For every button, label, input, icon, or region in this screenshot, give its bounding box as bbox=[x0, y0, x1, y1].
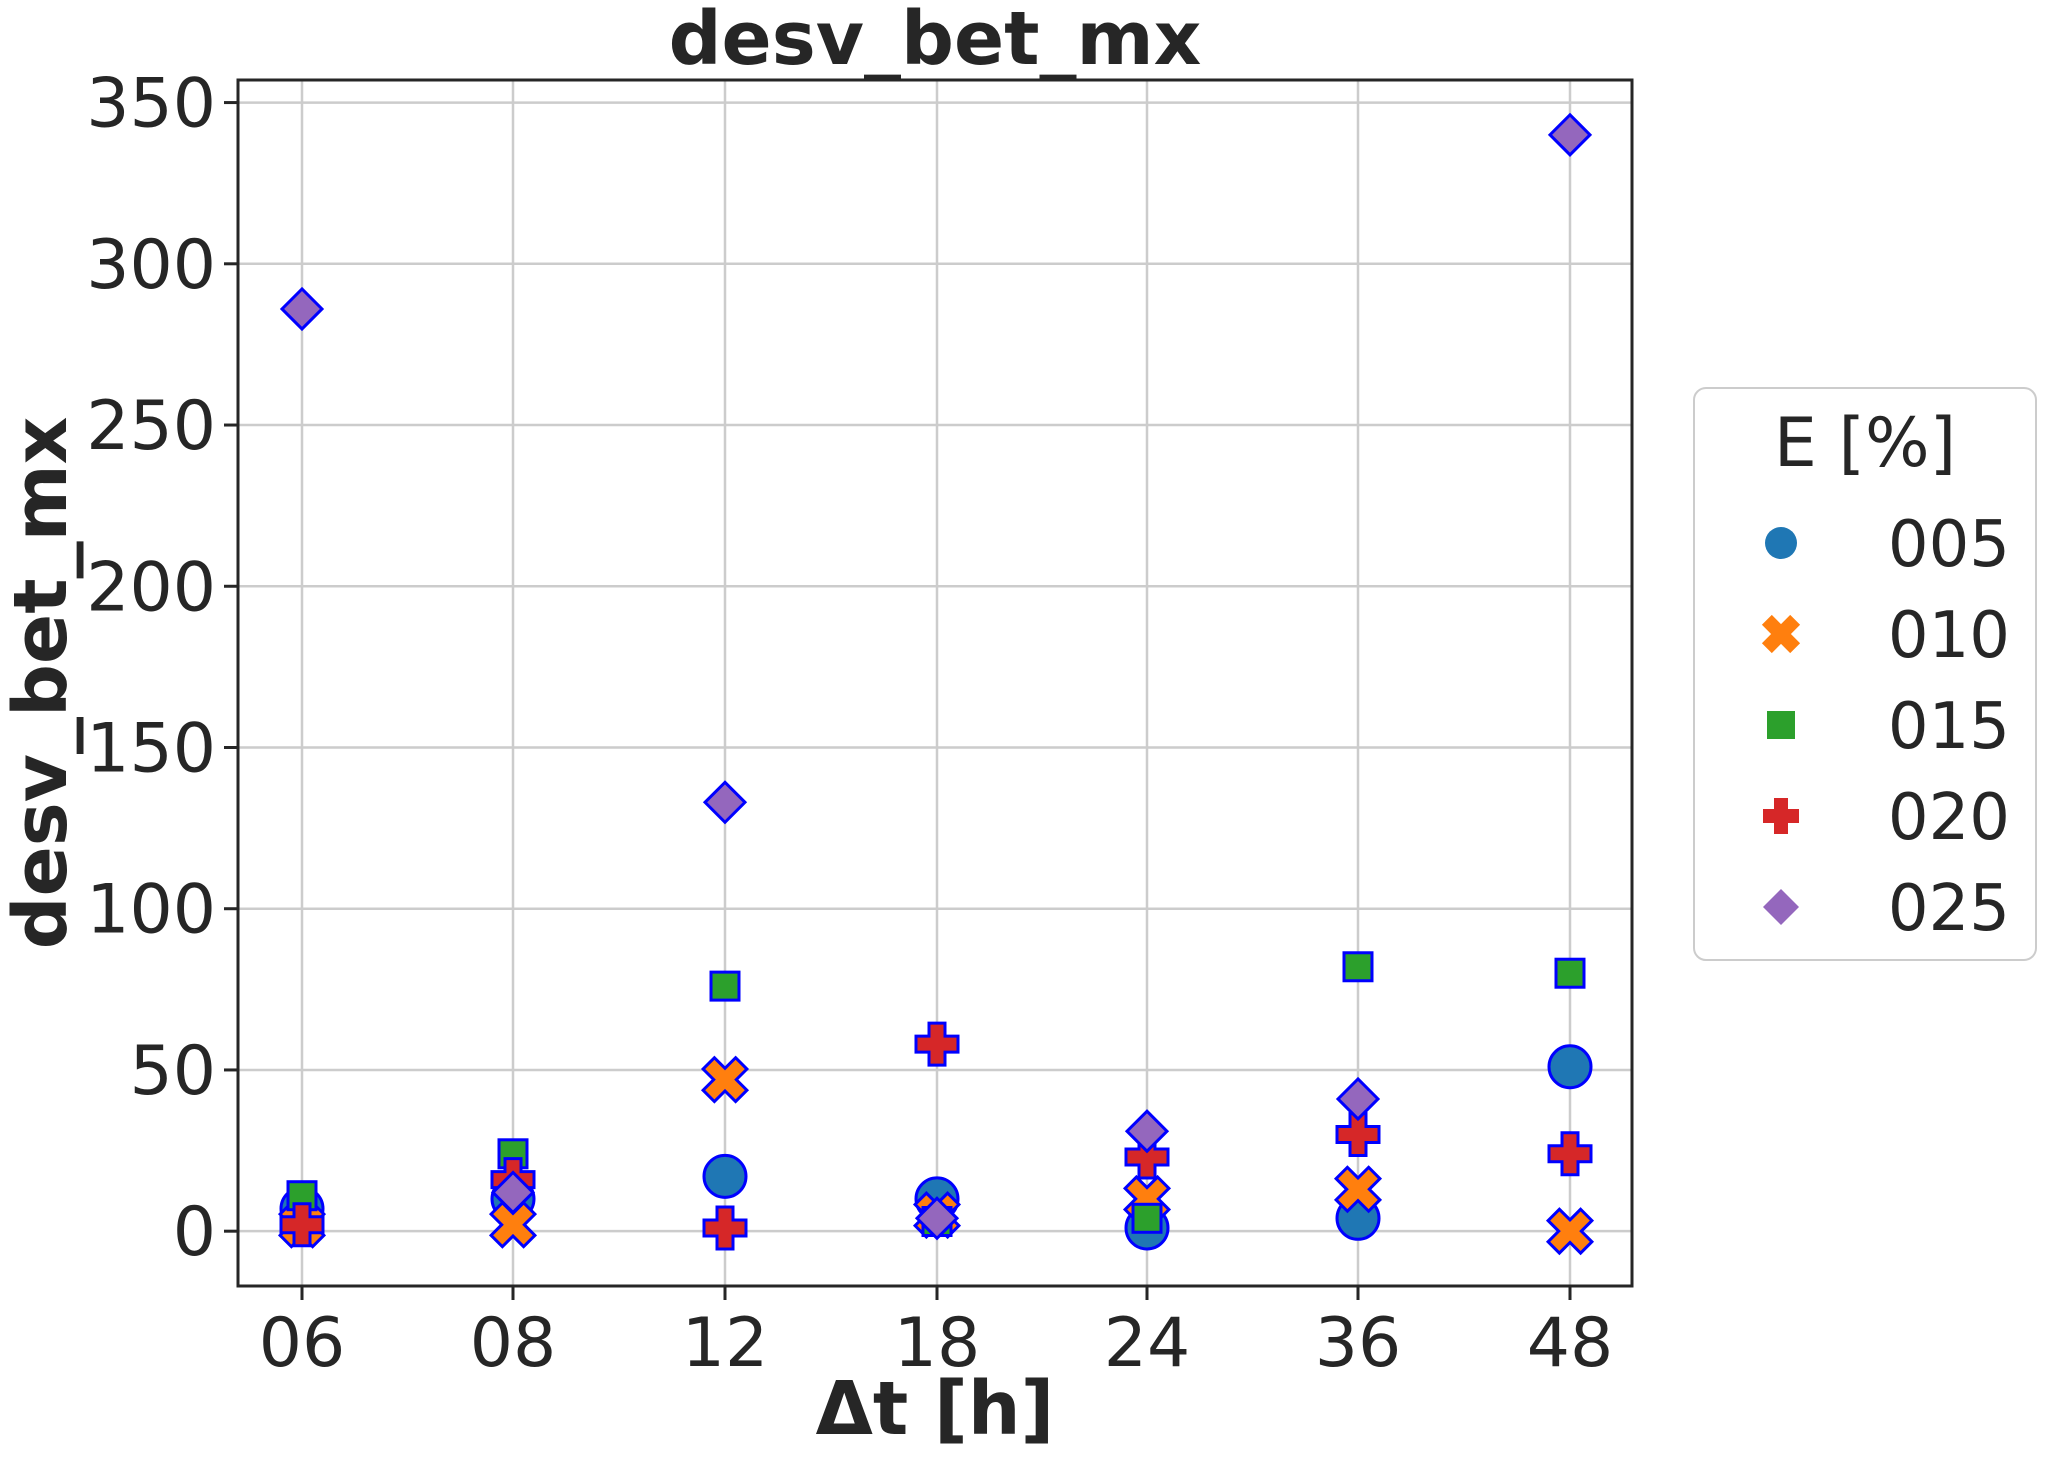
y-tick-label: 300 bbox=[86, 226, 216, 305]
legend-items: 005 010 015 020 025 bbox=[1761, 508, 2010, 946]
axis-ticks: 06 08 12 18 24 36 48 0 50 100 150 200 250 300 350 bbox=[86, 65, 1613, 1383]
y-axis-title: desv_bet_mx bbox=[0, 417, 84, 950]
point-020-48 bbox=[1547, 1131, 1593, 1177]
legend-item-010: 010 bbox=[1761, 599, 2010, 673]
legend-marker-005 bbox=[1765, 527, 1797, 559]
y-tick-label: 250 bbox=[86, 387, 216, 466]
point-020-12 bbox=[702, 1205, 748, 1251]
point-020-18 bbox=[914, 1021, 960, 1067]
legend-label-015: 015 bbox=[1888, 690, 2010, 764]
legend-label-020: 020 bbox=[1888, 781, 2010, 855]
point-020-06 bbox=[279, 1202, 325, 1248]
point-025-48 bbox=[1547, 112, 1593, 157]
x-tick-label: 24 bbox=[1104, 1304, 1191, 1383]
legend: E [%] 005 010 015 020 025 bbox=[1693, 387, 2037, 961]
x-tick-label: 08 bbox=[470, 1304, 557, 1383]
point-005-12 bbox=[702, 1153, 748, 1199]
point-025-24 bbox=[1124, 1109, 1170, 1154]
plot-frame bbox=[236, 78, 1634, 1288]
point-015-48 bbox=[1554, 957, 1586, 989]
data-points bbox=[277, 112, 1595, 1256]
point-025-08 bbox=[490, 1170, 536, 1215]
legend-item-005: 005 bbox=[1765, 508, 2010, 582]
series-025 bbox=[279, 112, 1593, 1241]
legend-marker-010 bbox=[1761, 614, 1801, 654]
point-025-12 bbox=[702, 780, 748, 825]
point-025-06 bbox=[279, 286, 325, 332]
legend-item-025: 025 bbox=[1763, 872, 2010, 946]
x-tick-label: 06 bbox=[259, 1304, 346, 1383]
point-010-36 bbox=[1333, 1165, 1383, 1214]
legend-item-015: 015 bbox=[1767, 690, 2010, 764]
point-005-48 bbox=[1547, 1044, 1593, 1090]
point-015-36 bbox=[1342, 951, 1374, 983]
y-tick-label: 100 bbox=[86, 871, 216, 950]
legend-label-025: 025 bbox=[1888, 872, 2010, 946]
legend-marker-015 bbox=[1767, 711, 1795, 739]
legend-label-010: 010 bbox=[1888, 599, 2010, 673]
x-tick-label: 12 bbox=[682, 1304, 769, 1383]
y-tick-label: 350 bbox=[86, 65, 216, 144]
x-tick-label: 48 bbox=[1527, 1304, 1614, 1383]
point-010-48 bbox=[1545, 1207, 1595, 1256]
point-020-24 bbox=[1124, 1134, 1170, 1180]
x-tick-label: 18 bbox=[894, 1304, 981, 1383]
legend-marker-025 bbox=[1763, 889, 1799, 925]
x-tick-label: 36 bbox=[1315, 1304, 1402, 1383]
point-025-18 bbox=[914, 1196, 960, 1241]
legend-label-005: 005 bbox=[1888, 508, 2010, 582]
x-axis-title: Δt [h] bbox=[816, 1366, 1055, 1452]
point-015-24 bbox=[1131, 1202, 1163, 1234]
point-015-12 bbox=[709, 970, 741, 1002]
point-025-36 bbox=[1335, 1076, 1381, 1122]
legend-marker-020 bbox=[1763, 798, 1799, 834]
point-020-36 bbox=[1335, 1111, 1381, 1157]
legend-title: E [%] bbox=[1774, 404, 1956, 483]
legend-item-020: 020 bbox=[1763, 781, 2010, 855]
chart-title: desv_bet_mx bbox=[669, 0, 1202, 82]
y-tick-label: 200 bbox=[86, 548, 216, 627]
point-010-12 bbox=[700, 1055, 750, 1104]
y-tick-label: 50 bbox=[129, 1032, 216, 1111]
y-tick-label: 150 bbox=[86, 709, 216, 788]
grid bbox=[238, 80, 1632, 1286]
y-tick-label: 0 bbox=[173, 1193, 216, 1272]
